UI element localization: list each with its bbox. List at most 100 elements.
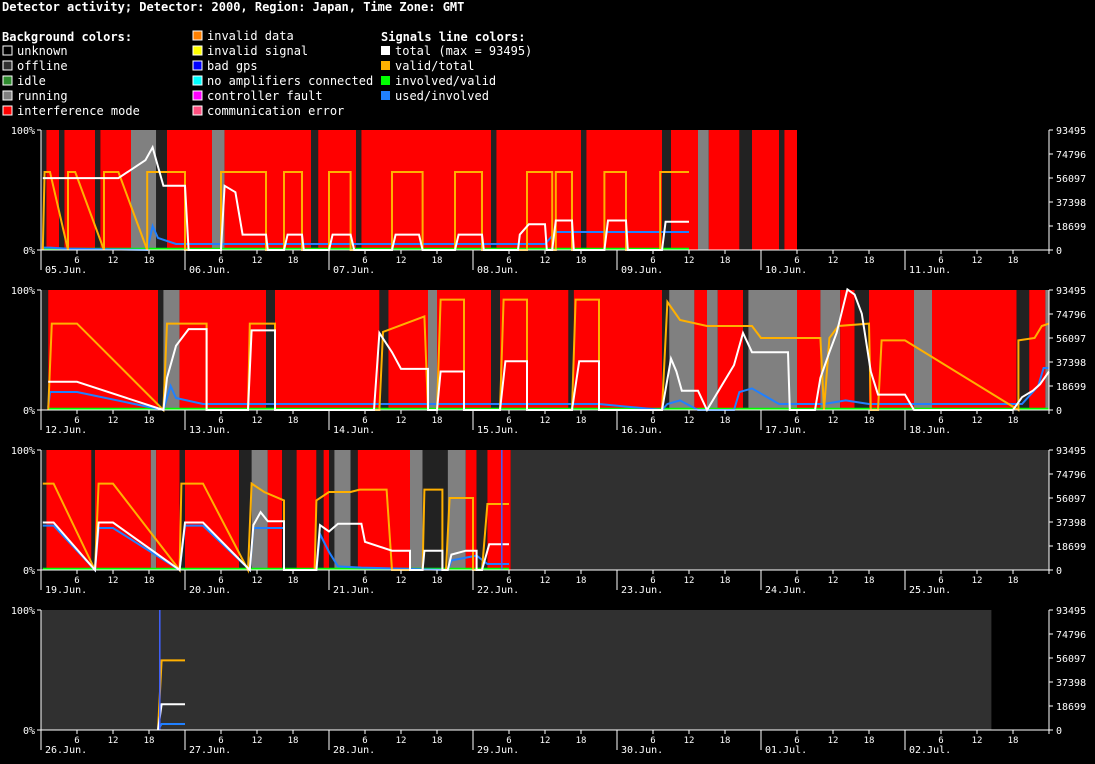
legend-bg-label: interference mode [17,104,140,118]
right-tick-label: 56097 [1056,654,1086,665]
state-segment [316,450,324,570]
hour-label: 12 [540,736,551,746]
legend-bg-swatch [2,45,13,56]
state-segment [357,450,410,570]
hour-label: 6 [938,416,943,426]
day-label: 24.Jun. [765,585,807,596]
left-tick-label: 0% [23,566,35,577]
hour-label: 6 [650,256,655,266]
right-tick-label: 18699 [1056,542,1086,553]
right-tick-label: 0 [1056,566,1062,577]
hour-label: 6 [74,736,79,746]
legend-signal-item: used/involved [381,89,489,103]
day-label: 11.Jun. [909,265,951,276]
hour-label: 12 [396,416,407,426]
hour-label: 12 [252,256,263,266]
day-label: 18.Jun. [909,425,951,436]
used-involved-line [47,367,1049,412]
hour-label: 18 [1008,256,1019,266]
state-segment [1045,290,1049,410]
legend-signal-label: involved/valid [395,74,496,88]
state-segment [568,290,574,410]
right-tick-label: 74796 [1056,470,1086,481]
legend-bg-item: controller fault [192,89,323,103]
state-segment [156,450,180,570]
hour-label: 12 [828,416,839,426]
state-segment [46,450,92,570]
day-label: 09.Jun. [621,265,663,276]
state-segment [708,130,740,250]
state-segment [64,130,95,250]
left-tick-label: 100% [11,286,35,297]
legend-bg-swatch [2,75,13,86]
legend-bg-item: running [2,89,68,103]
day-label: 27.Jun. [189,745,231,756]
right-tick-label: 93495 [1056,606,1086,617]
legend-bg-swatch [2,90,13,101]
state-segment [869,290,914,410]
hour-label: 12 [828,736,839,746]
state-segment [496,130,581,250]
hour-label: 6 [362,256,367,266]
left-tick-label: 0% [23,246,35,257]
state-segment [914,290,932,410]
hour-label: 6 [650,416,655,426]
legend-bg-label: controller fault [207,89,323,103]
legend-bg-swatch [192,45,203,56]
hour-label: 12 [396,736,407,746]
right-tick-label: 18699 [1056,382,1086,393]
legend-bg-item: no amplifiers connected [192,74,373,88]
hour-label: 18 [1008,416,1019,426]
legend-bg-label: invalid signal [207,44,308,58]
left-tick-label: 0% [23,406,35,417]
state-segment [854,290,869,410]
state-segment [334,450,351,570]
right-tick-label: 74796 [1056,630,1086,641]
legend-signal-item: total (max = 93495) [381,44,532,58]
hour-label: 12 [972,256,983,266]
hour-label: 12 [684,576,695,586]
state-segment [476,450,488,570]
hour-label: 18 [288,576,299,586]
state-segment [91,450,95,570]
hour-label: 6 [506,736,511,746]
hour-label: 18 [144,736,155,746]
state-segment [267,450,283,570]
left-tick-label: 100% [11,446,35,457]
state-segment [323,450,329,570]
day-label: 10.Jun. [765,265,807,276]
hour-label: 12 [540,576,551,586]
state-segment [465,450,477,570]
right-tick-label: 74796 [1056,310,1086,321]
hour-label: 6 [794,736,799,746]
day-label: 13.Jun. [189,425,231,436]
state-segment [671,130,698,250]
state-segment [41,610,992,730]
hour-label: 6 [362,736,367,746]
day-label: 14.Jun. [333,425,375,436]
right-tick-label: 37398 [1056,678,1086,689]
legend-bg-swatch [2,105,13,116]
hour-label: 6 [362,576,367,586]
right-tick-label: 0 [1056,726,1062,737]
hour-label: 6 [218,576,223,586]
state-segment [350,450,358,570]
hour-label: 12 [828,256,839,266]
day-label: 12.Jun. [45,425,87,436]
hour-label: 18 [720,416,731,426]
day-label: 01.Jul. [765,745,807,756]
state-segment [46,130,59,250]
hour-label: 12 [684,416,695,426]
day-label: 19.Jun. [45,585,87,596]
hour-label: 18 [864,256,875,266]
day-label: 17.Jun. [765,425,807,436]
legend-bg-item: invalid data [192,29,294,43]
day-label: 29.Jun. [477,745,519,756]
state-segment [356,130,362,250]
hour-label: 18 [144,576,155,586]
hour-label: 6 [74,576,79,586]
total-line [42,510,509,573]
chart-row: 100%0%9349574796560973739818699026.Jun.6… [11,606,1086,756]
day-label: 23.Jun. [621,585,663,596]
hour-label: 18 [576,256,587,266]
